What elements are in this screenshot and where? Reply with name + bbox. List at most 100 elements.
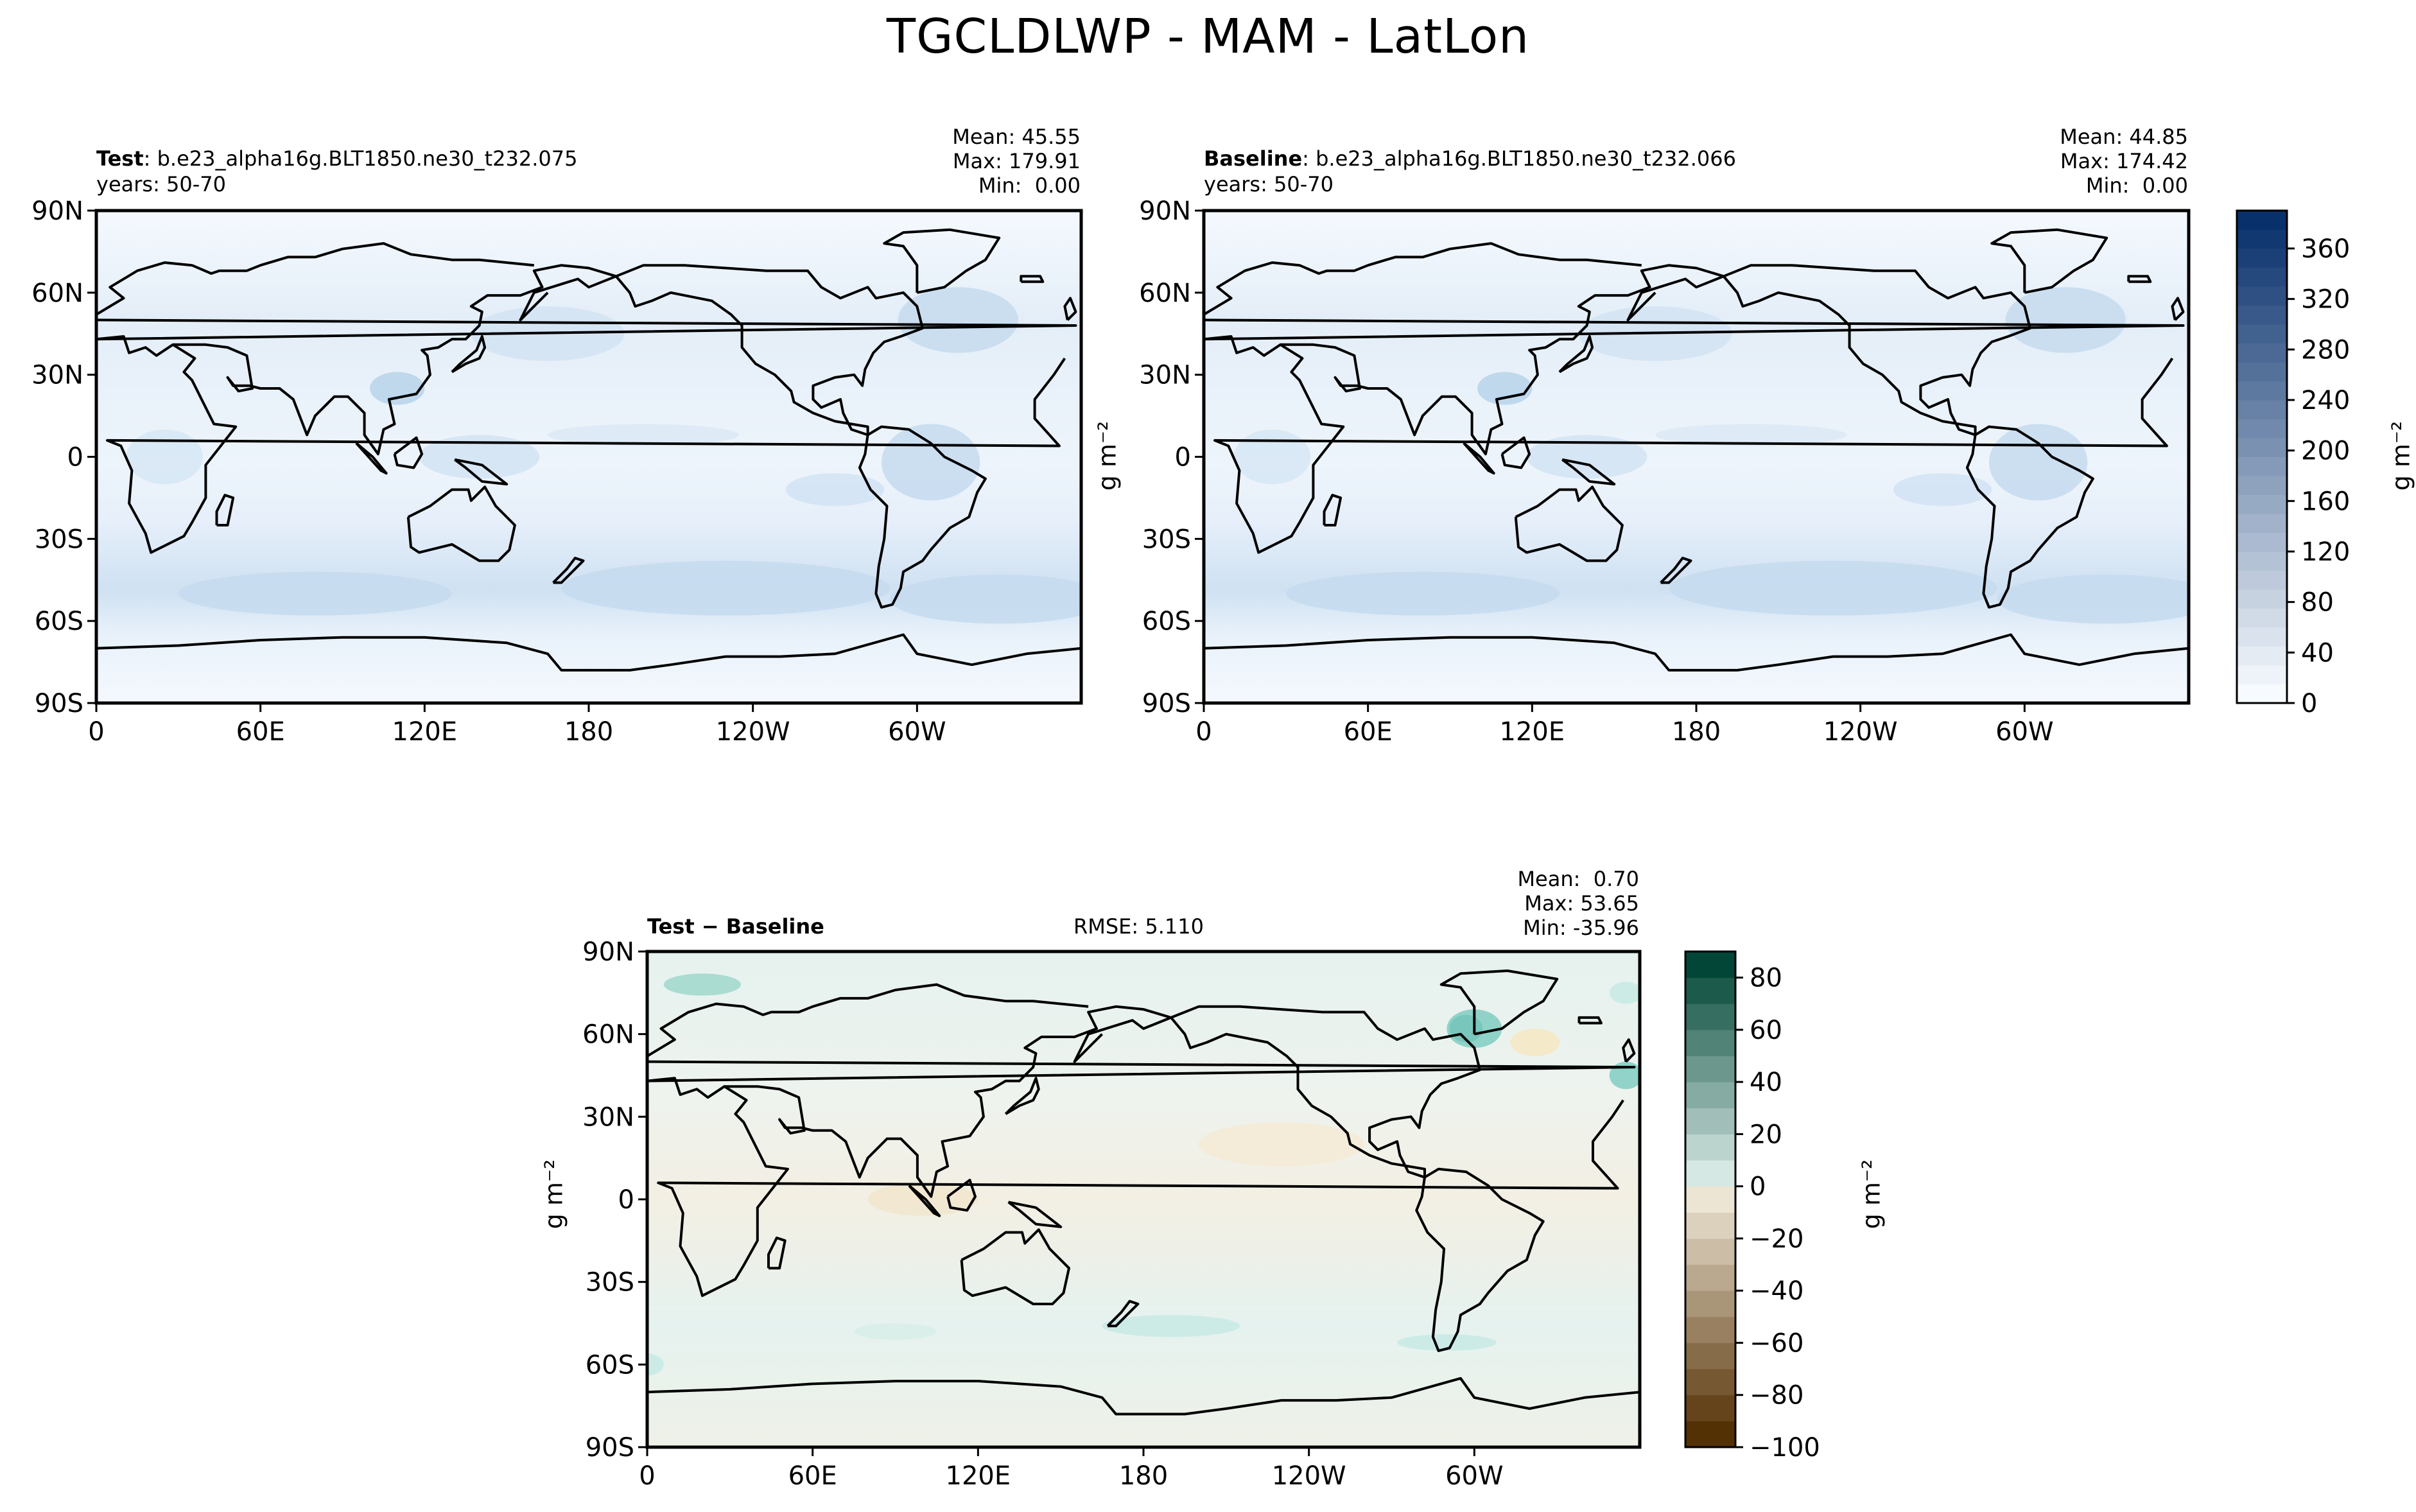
test-field-blob bbox=[548, 424, 740, 446]
colorbar-absolute: 0 40 80 120 160 200 240 280 320 360 bbox=[2236, 209, 2350, 718]
test-coastline bbox=[95, 242, 534, 316]
diff-coastline bbox=[646, 983, 1089, 1057]
baseline-xtick-label: 0 bbox=[1195, 717, 1212, 747]
diff-axis-ticks: 0 60E 120E 180 120W 60W 90N 60N 30N 0 30S 60S 90S bbox=[582, 937, 1503, 1491]
diff-ytick-label: 0 bbox=[618, 1185, 634, 1215]
diff-stat-max: Max: 53.65 bbox=[1524, 891, 1639, 916]
colorbar-absolute-level bbox=[2237, 552, 2287, 571]
figure-title: TGCLDLWP - MAM - LatLon bbox=[886, 9, 1530, 64]
diff-ytick-label: 30N bbox=[582, 1102, 634, 1132]
baseline-ytick-label: 90S bbox=[1142, 689, 1191, 718]
baseline-field-blob bbox=[2005, 287, 2126, 353]
baseline-coastline bbox=[1203, 318, 2185, 554]
colorbar-absolute-level bbox=[2237, 627, 2287, 647]
diff-xtick-label: 60E bbox=[788, 1461, 837, 1491]
diff-ytick-label: 90S bbox=[586, 1433, 634, 1463]
baseline-xtick-label: 180 bbox=[1672, 717, 1721, 747]
colorbar-absolute-tick-label: 320 bbox=[2301, 285, 2350, 315]
test-case-name: : b.e23_alpha16g.BLT1850.ne30_t232.075 bbox=[143, 146, 578, 171]
colorbar-absolute-tick-label: 200 bbox=[2301, 437, 2350, 466]
test-field-blob bbox=[178, 571, 452, 616]
colorbar-difference-tick-label: −80 bbox=[1750, 1381, 1803, 1411]
baseline-ytick-label: 60S bbox=[1142, 607, 1191, 636]
colorbar-absolute-tick-label: 0 bbox=[2301, 689, 2317, 718]
baseline-xtick-label: 120W bbox=[1823, 717, 1898, 747]
colorbar-absolute-tick-label: 40 bbox=[2301, 638, 2334, 668]
baseline-xtick-label: 120E bbox=[1500, 717, 1565, 747]
colorbar-difference-level bbox=[1685, 1108, 1735, 1134]
colorbar-absolute-level bbox=[2237, 400, 2287, 419]
test-coastline bbox=[454, 458, 508, 486]
test-xtick-label: 60W bbox=[888, 717, 946, 747]
baseline-years: years: 50-70 bbox=[1204, 172, 1334, 196]
test-stat-min: Min: 0.00 bbox=[978, 173, 1081, 198]
test-coastline bbox=[173, 264, 618, 456]
baseline-field-blob bbox=[1477, 372, 1533, 405]
colorbar-absolute-tick-label: 280 bbox=[2301, 335, 2350, 365]
colorbar-difference-level bbox=[1685, 1264, 1735, 1291]
baseline-field-blob bbox=[1655, 424, 1847, 446]
colorbar-absolute-level bbox=[2237, 456, 2287, 476]
baseline-case-name: : b.e23_alpha16g.BLT1850.ne30_t232.066 bbox=[1302, 146, 1736, 171]
diff-coastline bbox=[946, 1179, 977, 1212]
colorbar-absolute-level bbox=[2237, 570, 2287, 590]
test-map: 0 60E 120E 180 120W 60W 90N 60N 30N 0 30S 60S 90S bbox=[31, 196, 1083, 747]
colorbar-difference-level bbox=[1685, 952, 1735, 978]
test-field-blob bbox=[561, 560, 890, 616]
test-coastline bbox=[406, 485, 516, 562]
test-xtick-label: 60E bbox=[236, 717, 285, 747]
colorbar-absolute-level bbox=[2237, 608, 2287, 628]
colorbar-difference: 80 60 40 20 0 −20 −40 −60 −80 −100 bbox=[1684, 950, 1820, 1463]
baseline-coastline bbox=[1323, 494, 1343, 526]
diff-stat-min: Min: -35.96 bbox=[1523, 916, 1639, 940]
baseline-ytick-label: 90N bbox=[1139, 196, 1191, 226]
baseline-coastline bbox=[1990, 228, 2108, 294]
diff-coastline bbox=[1622, 1038, 1636, 1063]
diff-label: Test − Baseline bbox=[647, 914, 824, 939]
diff-coastline bbox=[647, 1377, 1640, 1416]
test-xtick-label: 180 bbox=[564, 717, 613, 747]
colorbar-difference-level bbox=[1685, 1316, 1735, 1343]
colorbar-absolute-tick-label: 360 bbox=[2301, 234, 2350, 264]
baseline-ytick-label: 30N bbox=[1139, 361, 1191, 390]
test-ytick-label: 60S bbox=[35, 607, 83, 636]
diff-xtick-label: 0 bbox=[639, 1461, 655, 1491]
test-xtick-label: 0 bbox=[88, 717, 104, 747]
colorbar-absolute-level bbox=[2237, 419, 2287, 439]
colorbar-absolute-level bbox=[2237, 514, 2287, 533]
colorbar-absolute-level bbox=[2237, 665, 2287, 684]
diff-coastline bbox=[1007, 1201, 1063, 1228]
colorbar-absolute-level bbox=[2237, 362, 2287, 381]
baseline-coastline bbox=[1965, 425, 2094, 609]
diff-coastline bbox=[1439, 969, 1559, 1036]
diff-map: 0 60E 120E 180 120W 60W 90N 60N 30N 0 30S 60S 90S bbox=[582, 937, 1642, 1491]
diff-coastline bbox=[1415, 1167, 1545, 1352]
colorbar-difference-level bbox=[1685, 1082, 1735, 1109]
baseline-field-blob bbox=[1893, 473, 1992, 507]
colorbar-difference-frame bbox=[1684, 950, 1737, 1448]
baseline-axis-ticks: 0 60E 120E 180 120W 60W 90N 60N 30N 0 30S 60S 90S bbox=[1139, 196, 2053, 747]
colorbar-absolute-level bbox=[2237, 476, 2287, 495]
baseline-ytick-label: 60N bbox=[1139, 279, 1191, 308]
colorbar-absolute-level bbox=[2237, 381, 2287, 401]
colorbar-difference-tick-label: 80 bbox=[1750, 964, 1782, 993]
baseline-map-features bbox=[1233, 287, 2189, 624]
test-field-blob bbox=[881, 424, 980, 501]
diff-ytick-label: 60S bbox=[586, 1350, 634, 1380]
baseline-coastline bbox=[1280, 264, 1725, 456]
diff-coastline bbox=[646, 1060, 1636, 1298]
baseline-label-bold: Baseline bbox=[1204, 146, 1303, 171]
test-coastline bbox=[355, 442, 388, 475]
colorbar-absolute-level bbox=[2237, 248, 2287, 268]
diff-ytick-label: 90N bbox=[582, 937, 634, 967]
test-ytick-label: 30N bbox=[31, 361, 83, 390]
diff-xtick-label: 180 bbox=[1119, 1461, 1168, 1491]
test-coastline bbox=[1063, 297, 1077, 321]
baseline-field-blob bbox=[1997, 574, 2189, 624]
diff-coastline bbox=[1004, 1077, 1040, 1115]
test-field-blob bbox=[370, 372, 425, 405]
colorbar-absolute-level bbox=[2237, 438, 2287, 457]
baseline-coastline bbox=[1203, 242, 1642, 316]
colorbar-difference-level bbox=[1685, 977, 1735, 1004]
test-coastline bbox=[615, 264, 924, 437]
